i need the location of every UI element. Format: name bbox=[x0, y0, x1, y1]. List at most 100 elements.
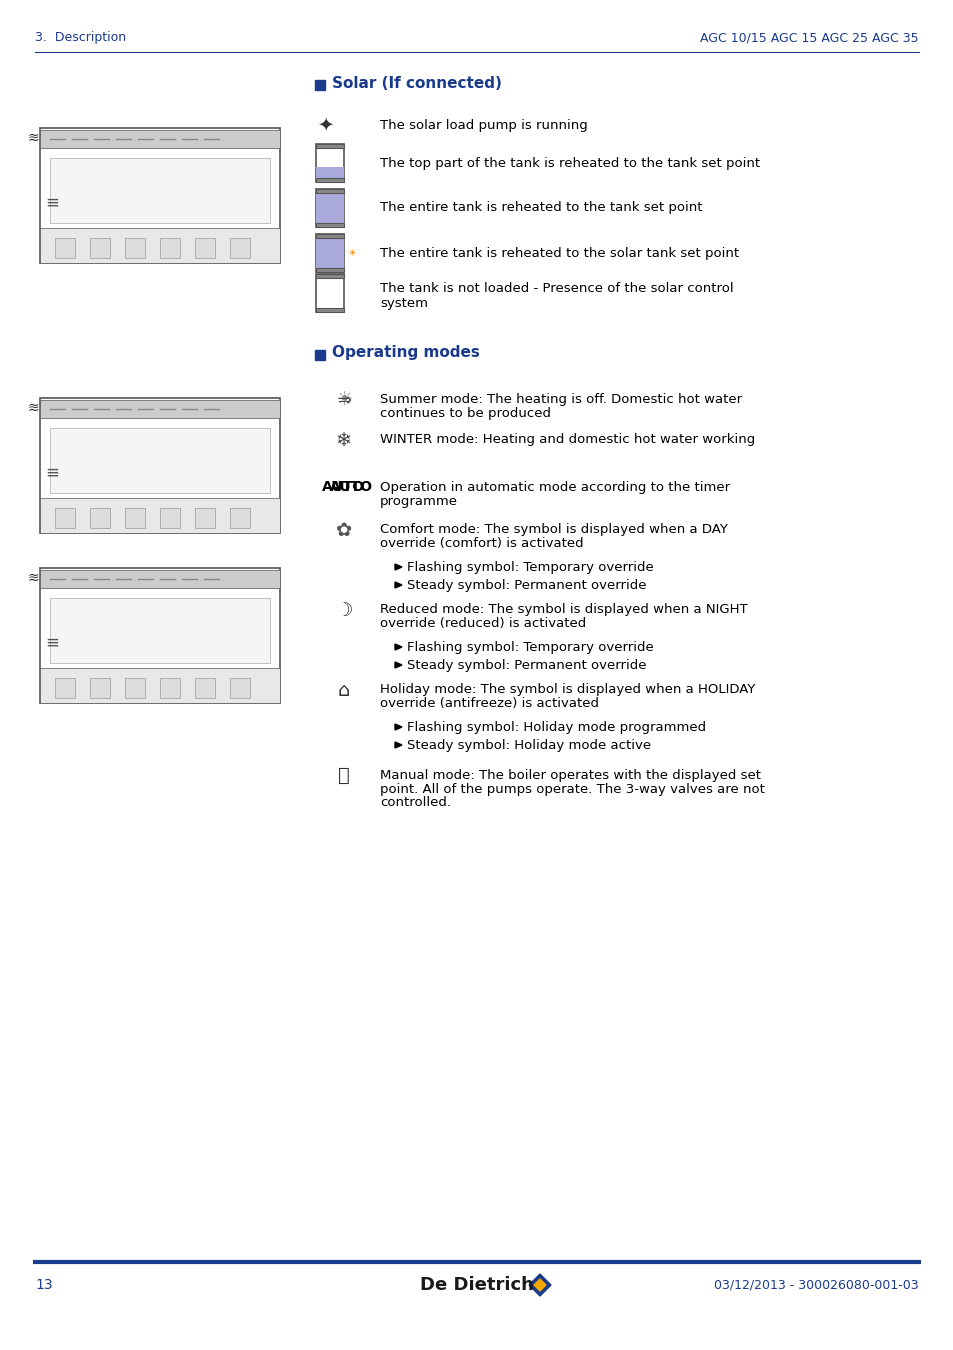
Bar bbox=[160, 678, 180, 698]
Bar bbox=[40, 498, 280, 532]
Text: Holiday mode: The symbol is displayed when a HOLIDAY: Holiday mode: The symbol is displayed wh… bbox=[379, 683, 755, 697]
Bar bbox=[315, 144, 344, 182]
Bar bbox=[40, 570, 280, 587]
Polygon shape bbox=[395, 662, 401, 668]
Bar bbox=[230, 508, 250, 528]
Bar bbox=[315, 274, 344, 278]
Bar bbox=[315, 234, 344, 238]
Text: Summer mode: The heating is off. Domestic hot water: Summer mode: The heating is off. Domesti… bbox=[379, 393, 741, 406]
Text: AUTO: AUTO bbox=[322, 481, 365, 494]
Polygon shape bbox=[395, 724, 401, 730]
Text: ✿: ✿ bbox=[335, 521, 352, 540]
Bar bbox=[125, 238, 145, 258]
Text: ≡: ≡ bbox=[45, 463, 59, 482]
Polygon shape bbox=[534, 1278, 545, 1291]
Text: Operation in automatic mode according to the timer: Operation in automatic mode according to… bbox=[379, 481, 729, 494]
Text: 03/12/2013 - 300026080-001-03: 03/12/2013 - 300026080-001-03 bbox=[714, 1278, 918, 1292]
Text: programme: programme bbox=[379, 494, 457, 508]
Text: The entire tank is reheated to the solar tank set point: The entire tank is reheated to the solar… bbox=[379, 247, 739, 259]
Bar bbox=[315, 234, 344, 271]
Bar bbox=[50, 158, 270, 223]
Polygon shape bbox=[395, 644, 401, 649]
Text: override (antifreeze) is activated: override (antifreeze) is activated bbox=[379, 698, 598, 710]
Bar bbox=[315, 167, 344, 182]
Bar bbox=[315, 234, 344, 271]
Polygon shape bbox=[395, 582, 401, 589]
Text: ✋: ✋ bbox=[337, 765, 350, 784]
Bar bbox=[230, 678, 250, 698]
Text: ≡: ≡ bbox=[45, 633, 59, 652]
Polygon shape bbox=[529, 1274, 551, 1296]
Text: Flashing symbol: Temporary override: Flashing symbol: Temporary override bbox=[407, 560, 653, 574]
Text: Steady symbol: Holiday mode active: Steady symbol: Holiday mode active bbox=[407, 738, 651, 752]
Text: The solar load pump is running: The solar load pump is running bbox=[379, 119, 587, 131]
Bar bbox=[315, 223, 344, 227]
Bar bbox=[315, 274, 344, 312]
Text: Flashing symbol: Temporary override: Flashing symbol: Temporary override bbox=[407, 640, 653, 653]
Text: ≋: ≋ bbox=[28, 131, 40, 144]
Bar bbox=[160, 238, 180, 258]
Bar bbox=[315, 189, 344, 227]
Bar bbox=[40, 667, 280, 702]
FancyBboxPatch shape bbox=[40, 127, 280, 262]
Bar bbox=[50, 428, 270, 493]
Text: Flashing symbol: Holiday mode programmed: Flashing symbol: Holiday mode programmed bbox=[407, 721, 705, 733]
Text: override (reduced) is activated: override (reduced) is activated bbox=[379, 617, 586, 630]
Polygon shape bbox=[395, 564, 401, 570]
Text: ≡: ≡ bbox=[45, 193, 59, 212]
Bar bbox=[40, 400, 280, 417]
Bar bbox=[230, 238, 250, 258]
Text: override (comfort) is activated: override (comfort) is activated bbox=[379, 537, 583, 551]
Text: ❄: ❄ bbox=[335, 431, 352, 450]
Bar bbox=[315, 189, 344, 227]
Text: point. All of the pumps operate. The 3-way valves are not: point. All of the pumps operate. The 3-w… bbox=[379, 783, 764, 795]
Bar bbox=[314, 80, 325, 90]
Bar bbox=[194, 678, 214, 698]
Text: The tank is not loaded - Presence of the solar control: The tank is not loaded - Presence of the… bbox=[379, 282, 733, 294]
Text: Comfort mode: The symbol is displayed when a DAY: Comfort mode: The symbol is displayed wh… bbox=[379, 524, 727, 536]
Bar bbox=[160, 508, 180, 528]
Text: 3.  Description: 3. Description bbox=[35, 31, 126, 45]
Bar bbox=[50, 598, 270, 663]
Bar bbox=[90, 238, 110, 258]
FancyBboxPatch shape bbox=[40, 567, 280, 702]
Bar bbox=[315, 189, 344, 193]
Text: The top part of the tank is reheated to the tank set point: The top part of the tank is reheated to … bbox=[379, 157, 760, 170]
Text: The entire tank is reheated to the tank set point: The entire tank is reheated to the tank … bbox=[379, 201, 701, 215]
Text: ≋: ≋ bbox=[28, 401, 40, 414]
Bar bbox=[55, 238, 75, 258]
Text: Manual mode: The boiler operates with the displayed set: Manual mode: The boiler operates with th… bbox=[379, 768, 760, 782]
Bar bbox=[40, 130, 280, 147]
Text: ☀: ☀ bbox=[347, 248, 355, 258]
Text: continues to be produced: continues to be produced bbox=[379, 408, 551, 420]
Polygon shape bbox=[395, 743, 401, 748]
Text: De Dietrich: De Dietrich bbox=[419, 1276, 534, 1295]
Text: AGC 10/15 AGC 15 AGC 25 AGC 35: AGC 10/15 AGC 15 AGC 25 AGC 35 bbox=[700, 31, 918, 45]
Text: Reduced mode: The symbol is displayed when a NIGHT: Reduced mode: The symbol is displayed wh… bbox=[379, 603, 747, 617]
Bar bbox=[90, 508, 110, 528]
FancyBboxPatch shape bbox=[40, 397, 280, 532]
Bar bbox=[55, 508, 75, 528]
Text: ⌂: ⌂ bbox=[337, 680, 350, 699]
Bar bbox=[125, 678, 145, 698]
Text: controlled.: controlled. bbox=[379, 796, 451, 810]
Text: Operating modes: Operating modes bbox=[332, 346, 479, 360]
Bar bbox=[315, 308, 344, 312]
Text: ⇒: ⇒ bbox=[336, 392, 351, 409]
Bar bbox=[315, 144, 344, 148]
Bar bbox=[194, 238, 214, 258]
Bar bbox=[315, 269, 344, 271]
Text: AUTO: AUTO bbox=[330, 481, 373, 494]
Text: ≋: ≋ bbox=[28, 571, 40, 585]
Text: WINTER mode: Heating and domestic hot water working: WINTER mode: Heating and domestic hot wa… bbox=[379, 433, 755, 447]
Text: 13: 13 bbox=[35, 1278, 52, 1292]
Bar bbox=[90, 678, 110, 698]
Bar bbox=[314, 350, 325, 360]
Text: ✦: ✦ bbox=[316, 116, 333, 135]
Bar bbox=[125, 508, 145, 528]
Bar bbox=[55, 678, 75, 698]
Text: Solar (If connected): Solar (If connected) bbox=[332, 76, 501, 90]
Text: ☽: ☽ bbox=[335, 601, 353, 620]
Text: ☀: ☀ bbox=[335, 390, 353, 409]
Bar bbox=[194, 508, 214, 528]
